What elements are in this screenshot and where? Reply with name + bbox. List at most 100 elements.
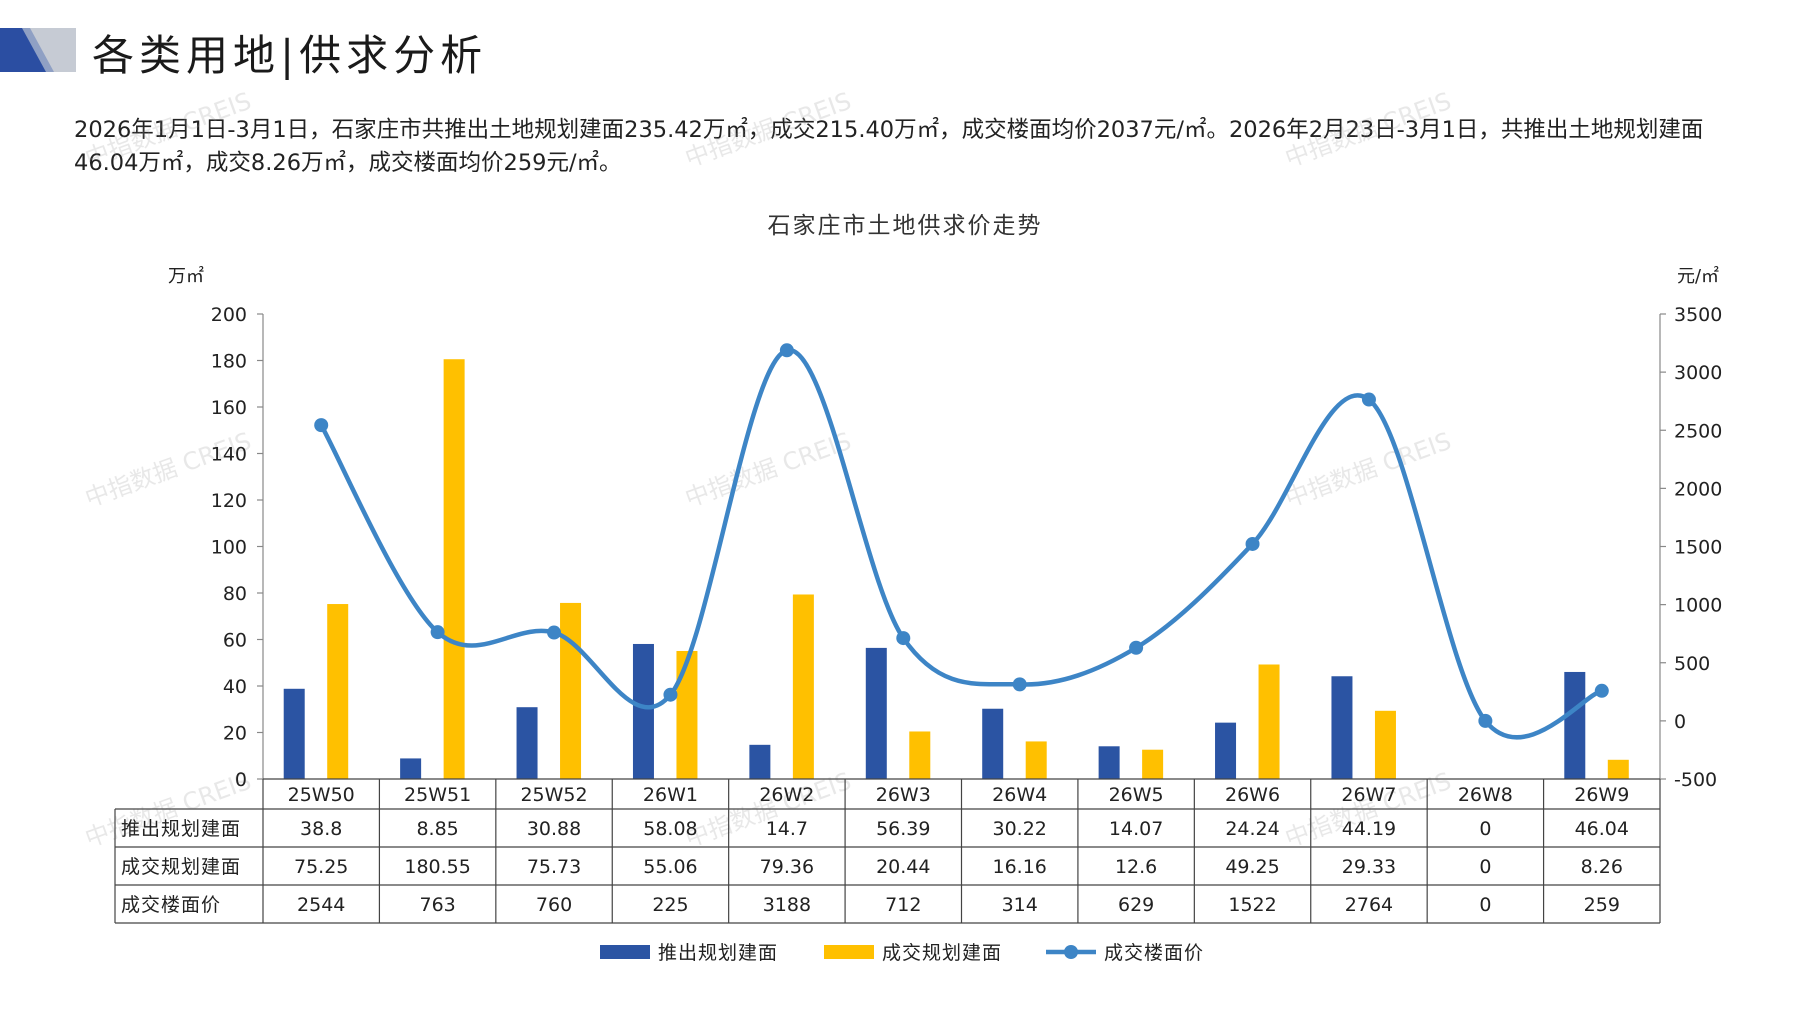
- legend-label: 推出规划建面: [658, 942, 778, 964]
- table-cell-value: 712: [885, 894, 921, 916]
- right-tick-label: 2000: [1674, 478, 1722, 500]
- table-cell-value: 79.36: [760, 856, 814, 878]
- table-cell-value: 2544: [297, 894, 345, 916]
- right-tick-label: 1000: [1674, 595, 1722, 617]
- table-cell-value: 30.88: [527, 818, 581, 840]
- category-label: 26W4: [992, 784, 1047, 806]
- transacted-bar: [909, 731, 931, 779]
- price-point: [1594, 683, 1609, 698]
- transacted-bar: [1025, 741, 1047, 779]
- price-point: [779, 343, 794, 358]
- table-cell-value: 29.33: [1342, 856, 1396, 878]
- category-label: 26W8: [1458, 784, 1513, 806]
- launched-bar: [749, 744, 771, 779]
- table-cell-value: 2764: [1345, 894, 1393, 916]
- transacted-bar: [792, 594, 814, 779]
- left-tick-label: 60: [223, 630, 247, 652]
- table-cell-value: 75.73: [527, 856, 581, 878]
- transacted-bar: [1258, 664, 1280, 779]
- launched-bar: [516, 707, 538, 779]
- price-point: [1245, 536, 1260, 551]
- price-point: [896, 631, 911, 646]
- table-series-label: 推出规划建面: [121, 818, 241, 840]
- logo-light-shape: [26, 28, 76, 72]
- left-tick-label: 160: [211, 397, 247, 419]
- table-series-label: 成交规划建面: [121, 856, 241, 878]
- price-point: [1478, 713, 1493, 728]
- launched-bar: [1215, 722, 1237, 779]
- table-cell-value: 14.07: [1109, 818, 1163, 840]
- price-point: [1361, 392, 1376, 407]
- category-label: 25W52: [520, 784, 587, 806]
- table-cell-value: 24.24: [1225, 818, 1279, 840]
- right-tick-label: -500: [1674, 769, 1717, 791]
- transacted-bar: [676, 650, 698, 779]
- page-title: 各类用地|供求分析: [92, 31, 488, 80]
- category-label: 26W6: [1225, 784, 1280, 806]
- summary-text: 2026年1月1日-3月1日，石家庄市共推出土地规划建面235.42万㎡，成交2…: [74, 117, 1704, 176]
- transacted-bar: [560, 602, 582, 779]
- table-cell-value: 760: [536, 894, 572, 916]
- right-tick-label: 3500: [1674, 304, 1722, 326]
- table-cell-value: 8.85: [416, 818, 458, 840]
- chart-title: 石家庄市土地供求价走势: [768, 213, 1043, 239]
- right-axis-unit: 元/㎡: [1677, 265, 1719, 287]
- right-tick-label: 3000: [1674, 362, 1722, 384]
- left-tick-label: 0: [235, 769, 247, 791]
- category-label: 26W9: [1574, 784, 1629, 806]
- legend-swatch: [824, 945, 874, 959]
- transacted-bar: [1374, 710, 1396, 779]
- category-label: 26W1: [643, 784, 698, 806]
- launched-bar: [283, 688, 305, 779]
- category-label: 25W51: [404, 784, 471, 806]
- launched-bar: [982, 708, 1004, 779]
- table-cell-value: 44.19: [1342, 818, 1396, 840]
- transacted-bar: [1607, 759, 1629, 779]
- price-point: [430, 625, 445, 640]
- left-tick-label: 100: [211, 537, 247, 559]
- left-tick-label: 140: [211, 444, 247, 466]
- table-cell-value: 16.16: [993, 856, 1047, 878]
- right-tick-label: 2500: [1674, 420, 1722, 442]
- price-line: [318, 348, 1605, 740]
- logo-mid-shape: [22, 28, 54, 72]
- header-logo-icon: [0, 28, 76, 72]
- price-point: [1129, 640, 1144, 655]
- table-cell-value: 14.7: [766, 818, 808, 840]
- table-cell-value: 763: [419, 894, 455, 916]
- table-cell-value: 75.25: [294, 856, 348, 878]
- left-tick-label: 80: [223, 583, 247, 605]
- table-cell-value: 259: [1584, 894, 1620, 916]
- table-cell-value: 0: [1479, 856, 1491, 878]
- table-cell-value: 30.22: [993, 818, 1047, 840]
- table-cell-value: 55.06: [643, 856, 697, 878]
- legend-label: 成交规划建面: [882, 942, 1002, 964]
- left-tick-label: 200: [211, 304, 247, 326]
- table-cell-value: 12.6: [1115, 856, 1157, 878]
- left-tick-label: 20: [223, 723, 247, 745]
- table-cell-value: 38.8: [300, 818, 342, 840]
- table-cell-value: 0: [1479, 894, 1491, 916]
- right-tick-label: 1500: [1674, 537, 1722, 559]
- category-label: 25W50: [288, 784, 355, 806]
- category-label: 26W2: [759, 784, 814, 806]
- launched-bar: [632, 643, 654, 779]
- launched-bar: [865, 647, 887, 779]
- transacted-bar: [327, 604, 349, 779]
- table-series-label: 成交楼面价: [121, 894, 221, 916]
- transacted-bar: [443, 359, 465, 779]
- launched-bar: [1564, 671, 1586, 779]
- transacted-bar: [1142, 749, 1164, 779]
- launched-bar: [400, 758, 422, 779]
- category-label: 26W7: [1341, 784, 1396, 806]
- table-cell-value: 3188: [763, 894, 811, 916]
- left-tick-label: 180: [211, 351, 247, 373]
- table-cell-value: 20.44: [876, 856, 930, 878]
- legend-marker: [1064, 945, 1078, 959]
- table-cell-value: 1522: [1228, 894, 1276, 916]
- price-point: [1012, 677, 1027, 692]
- table-cell-value: 629: [1118, 894, 1154, 916]
- table-cell-value: 180.55: [404, 856, 470, 878]
- left-tick-label: 40: [223, 676, 247, 698]
